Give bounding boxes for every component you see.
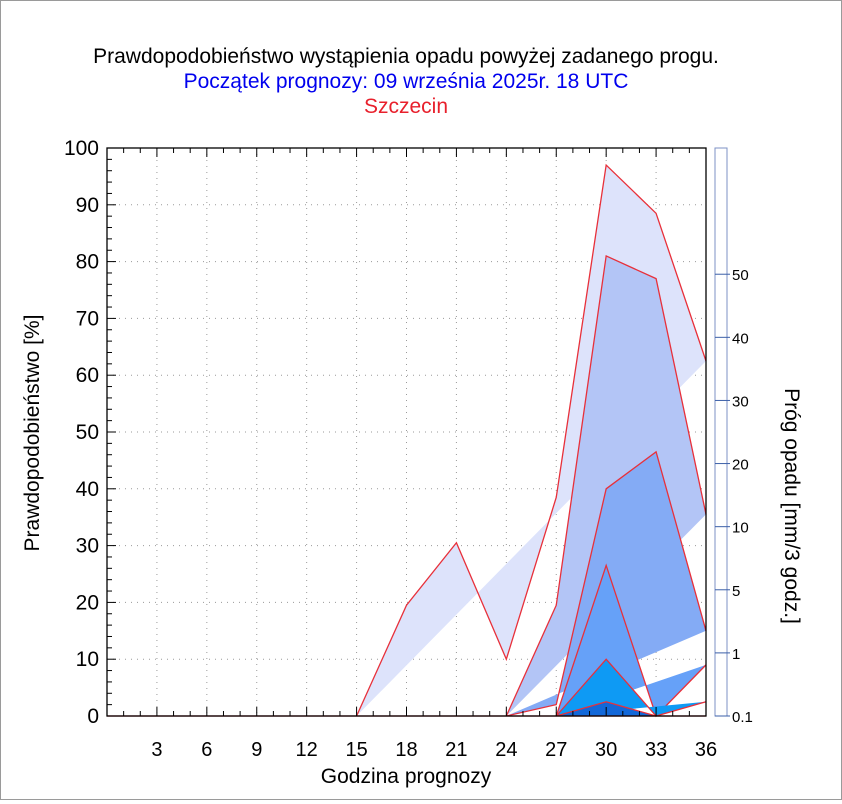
x-tick-label: 33 (645, 739, 667, 761)
area-threshold-20 (556, 659, 706, 716)
y-tick-label: 80 (76, 251, 99, 274)
probability-areas (107, 163, 707, 718)
colorbar-tick-label: 20 (732, 457, 749, 474)
outline-threshold-1 (505, 254, 707, 717)
y-tick-label: 40 (76, 478, 99, 501)
x-tick-label: 27 (545, 739, 567, 761)
x-tick-label: 9 (251, 739, 262, 761)
y-tick-label: 60 (76, 364, 99, 387)
colorbar-tick-label: 0.1 (732, 709, 753, 726)
colorbar-tick-label: 40 (732, 330, 749, 347)
y-tick-label: 70 (76, 307, 99, 330)
outline-threshold-5 (506, 450, 707, 717)
chart-subtitle-forecast-start: Początek prognozy: 09 września 2025r. 18… (184, 70, 629, 93)
x-tick-label: 12 (296, 739, 318, 761)
plot-axes (106, 147, 707, 717)
x-tick-label: 36 (695, 739, 717, 761)
x-tick-label: 30 (595, 739, 617, 761)
x-tick-labels: 3 6 9 12 15 18 21 24 27 30 33 36 (151, 739, 717, 761)
x-tick-label: 24 (495, 739, 517, 761)
colorbar-tick-label: 5 (732, 583, 740, 600)
outline-threshold-20 (555, 658, 707, 717)
colorbar-border (714, 147, 728, 717)
x-tick-label: 6 (201, 739, 212, 761)
x-tick-label: 21 (445, 739, 467, 761)
y-tick-label: 100 (64, 137, 99, 160)
y-tick-label: 10 (76, 648, 99, 671)
colorbar-label: Próg opadu [mm/3 godz.] (780, 388, 803, 624)
x-tick-label: 15 (345, 739, 367, 761)
colorbar: 0.1 1 5 10 20 30 40 50 (714, 147, 753, 726)
y-tick-label: 0 (87, 705, 99, 728)
y-tick-label: 20 (76, 591, 99, 614)
y-tick-label: 90 (76, 194, 99, 217)
x-axis-label: Godzina prognozy (321, 765, 492, 788)
y-axis-label: Prawdopodobieństwo [%] (21, 315, 44, 552)
outline-threshold-0.1 (355, 163, 707, 717)
colorbar-tick-label: 1 (732, 646, 740, 663)
colorbar-tick-label: 10 (732, 520, 749, 537)
y-tick-label: 50 (76, 421, 99, 444)
chart-subtitle-location: Szczecin (364, 95, 448, 118)
colorbar-tick-label: 50 (732, 267, 749, 284)
colorbar-tick-label: 30 (732, 393, 749, 410)
chart-title: Prawdopodobieństwo wystąpienia opadu pow… (93, 45, 719, 68)
x-tick-label: 3 (151, 739, 162, 761)
outline-threshold-10 (555, 563, 707, 718)
area-threshold-1 (506, 255, 706, 717)
y-tick-labels: 0 10 20 30 40 50 60 70 80 90 100 (64, 137, 99, 728)
x-tick-label: 18 (395, 739, 417, 761)
y-tick-label: 30 (76, 535, 99, 558)
